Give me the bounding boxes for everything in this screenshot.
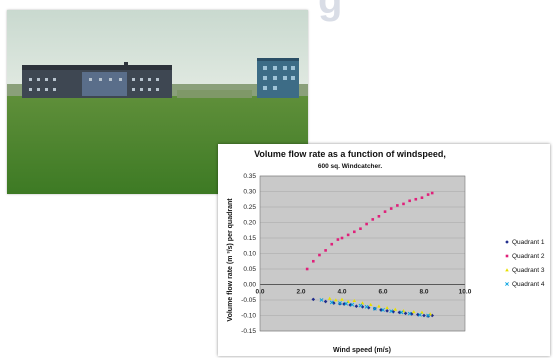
data-point — [365, 222, 368, 226]
y-tick-label: 0.00 — [243, 282, 256, 289]
data-point — [396, 204, 399, 207]
data-point — [426, 313, 431, 318]
building-shape — [22, 62, 172, 98]
chart-panel: Volume flow rate as a function of windsp… — [218, 144, 550, 356]
y-tick-label: 0.20 — [243, 220, 256, 227]
y-tick-label: -0.10 — [241, 313, 256, 320]
data-point — [414, 197, 418, 201]
data-point — [334, 298, 338, 302]
x-tick-label: 0.0 — [255, 289, 264, 296]
data-point — [360, 305, 365, 309]
data-point — [338, 301, 342, 306]
data-point — [358, 303, 363, 308]
x-tick-label: 6.0 — [378, 289, 387, 296]
data-point — [379, 308, 383, 312]
series-4 — [319, 298, 431, 318]
data-point — [399, 310, 404, 315]
data-point — [411, 309, 416, 314]
data-point — [330, 242, 334, 246]
data-point — [318, 253, 321, 257]
data-point — [364, 304, 369, 309]
y-tick-label: 0.35 — [243, 173, 256, 180]
data-point — [408, 199, 411, 203]
y-tick-label: 0.10 — [243, 251, 256, 258]
data-point — [366, 305, 371, 310]
data-point — [393, 307, 398, 311]
data-point — [420, 196, 424, 199]
data-point — [420, 310, 424, 314]
data-point — [305, 267, 309, 271]
data-point — [329, 300, 334, 305]
data-point — [377, 304, 381, 308]
data-point — [352, 298, 357, 303]
data-point — [385, 309, 389, 313]
data-point — [372, 306, 377, 311]
y-tick-label: -0.15 — [241, 328, 256, 335]
data-point — [389, 309, 394, 314]
data-point — [407, 311, 412, 316]
data-point — [348, 303, 352, 307]
data-point — [346, 233, 350, 237]
x-tick-label: 10.0 — [459, 289, 472, 296]
data-point — [360, 301, 365, 305]
y-tick-label: 0.05 — [243, 266, 256, 273]
legend-entry: Quadrant 1 — [512, 239, 545, 246]
y-tick-label: 0.30 — [243, 189, 256, 196]
data-point — [354, 304, 359, 308]
data-point — [324, 249, 327, 252]
x-tick-label: 4.0 — [337, 289, 346, 296]
legend: Quadrant 1 Quadrant 2 Quadrant 3 Quadrant 4 — [505, 239, 545, 288]
data-point — [389, 207, 393, 210]
data-point — [426, 193, 430, 196]
x-tick-labels: 0.0 2.0 4.0 6.0 8.0 10.0 — [255, 289, 471, 296]
data-point — [383, 210, 387, 213]
data-point — [368, 302, 373, 307]
y-tick-label: -0.05 — [241, 297, 256, 304]
legend-marker — [505, 268, 509, 272]
y-axis-label: Volume flow rate (m ³/s) per quadrant — [227, 198, 234, 322]
legend-marker — [505, 282, 509, 286]
data-point — [417, 312, 422, 317]
data-point — [336, 238, 340, 241]
data-point — [342, 302, 346, 306]
data-points — [305, 191, 434, 318]
data-point — [344, 301, 349, 306]
data-point — [377, 215, 381, 218]
data-point — [381, 308, 385, 312]
x-tick-label: 8.0 — [419, 289, 428, 296]
y-tick-labels: 0.35 0.30 0.25 0.20 0.15 0.10 0.05 0.00 -0.05 -0.… — [241, 173, 256, 335]
data-point — [327, 296, 332, 300]
windcatcher-building-photo — [7, 10, 308, 194]
data-point — [397, 310, 402, 315]
y-tick-label: 0.15 — [243, 235, 256, 242]
slide-title-fragment: g — [318, 0, 343, 22]
data-point — [371, 218, 375, 221]
x-axis-label: Wind speed (m/s) — [333, 347, 391, 354]
data-point — [385, 305, 389, 310]
plot-border — [259, 175, 466, 332]
legend-entry: Quadrant 2 — [512, 253, 545, 260]
legend-marker — [505, 240, 509, 244]
data-point — [403, 311, 408, 316]
y-tick-label: 0.25 — [243, 204, 256, 211]
data-point — [353, 230, 356, 234]
chart-subtitle: 600 sq. Windcatcher. — [318, 163, 382, 170]
data-point — [340, 297, 344, 301]
data-point — [319, 298, 324, 302]
windcatcher-tower-shape — [257, 58, 299, 98]
data-point — [409, 312, 414, 316]
data-point — [402, 202, 405, 206]
data-point — [359, 227, 362, 230]
data-point — [422, 313, 426, 318]
data-point — [340, 236, 344, 240]
legend-marker — [505, 254, 509, 258]
series-2 — [305, 191, 434, 271]
data-point — [350, 302, 355, 307]
chart-title: Volume flow rate as a function of windsp… — [254, 149, 446, 159]
legend-entry: Quadrant 4 — [512, 281, 545, 288]
x-tick-label: 2.0 — [296, 289, 305, 296]
data-point — [312, 259, 315, 263]
data-point — [430, 191, 434, 195]
legend-entry: Quadrant 3 — [512, 267, 545, 274]
